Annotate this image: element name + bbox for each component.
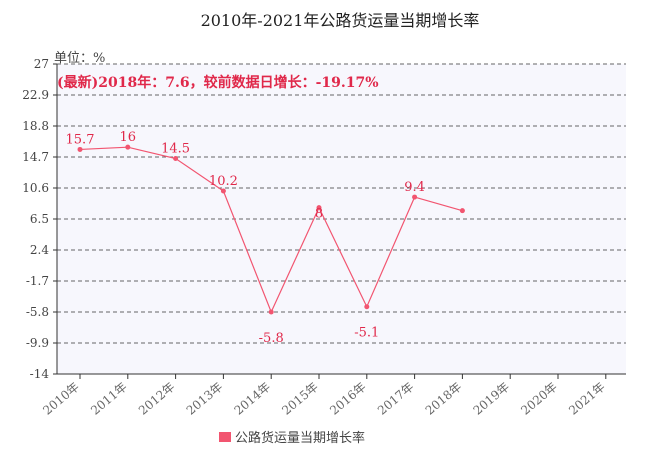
data-labels: 15.7 16 14.5 10.2 -5.8 8 -5.1 9.4 [66, 130, 425, 346]
data-label: 16 [120, 130, 137, 145]
y-tick-label: 14.7 [22, 150, 49, 164]
x-tick-label: 2019年 [471, 380, 513, 418]
x-tick-label: 2013年 [184, 380, 226, 418]
y-tick-label: 6.5 [30, 212, 49, 226]
data-point[interactable] [412, 194, 418, 200]
data-label: 15.7 [66, 132, 95, 147]
data-point[interactable] [77, 146, 83, 152]
x-tick-label: 2020年 [518, 380, 560, 418]
series-line [77, 144, 465, 315]
y-tick-label: -9.9 [26, 336, 49, 350]
unit-label: 单位：% [54, 51, 105, 66]
y-tick-label: 27 [34, 57, 49, 71]
x-tick-label: 2011年 [88, 380, 130, 418]
data-point[interactable] [459, 208, 465, 214]
data-label: 10.2 [209, 174, 238, 189]
x-tick-label: 2012年 [136, 380, 178, 418]
x-tick-label: 2010年 [40, 380, 82, 418]
data-label: -5.1 [354, 326, 379, 341]
data-point[interactable] [316, 205, 322, 211]
y-tick-label: -1.7 [26, 274, 49, 288]
data-label: -5.8 [259, 331, 284, 346]
x-tick-label: 2021年 [566, 380, 608, 418]
x-tick-label: 2018年 [423, 380, 465, 418]
x-tick-label: 2015年 [279, 380, 321, 418]
data-point[interactable] [268, 309, 274, 315]
data-point[interactable] [173, 156, 179, 162]
data-point[interactable] [220, 188, 226, 194]
y-tick-label: -14 [30, 367, 50, 381]
data-label: 14.5 [161, 142, 190, 157]
grid-lines [57, 63, 626, 344]
data-point[interactable] [364, 304, 370, 310]
y-tick-label: 2.4 [30, 243, 49, 257]
data-point[interactable] [125, 144, 131, 150]
y-tick-label: 10.6 [22, 181, 49, 195]
legend-label: 公路货运量当期增长率 [235, 430, 365, 446]
legend[interactable]: 公路货运量当期增长率 [219, 430, 365, 446]
x-tick-label: 2016年 [327, 380, 369, 418]
x-tick-label: 2014年 [232, 380, 274, 418]
y-tick-label: -5.8 [26, 305, 49, 319]
y-tick-label: 18.8 [22, 119, 49, 133]
y-tick-label: 22.9 [22, 88, 49, 102]
x-axis-ticks: 2010年 2011年 2012年 2013年 2014年 2015年 2016年 2017年… [40, 374, 608, 418]
legend-swatch [219, 432, 231, 442]
x-tick-label: 2017年 [375, 380, 417, 418]
y-axis-ticks: 27 22.9 18.8 14.7 10.6 6.5 2.4 -1.7 -5.8 -9.9 -14 [22, 57, 57, 381]
chart-title: 2010年-2021年公路货运量当期增长率 [201, 11, 480, 30]
latest-annotation: (最新)2018年：7.6，较前数据日增长：-19.17% [57, 74, 379, 91]
data-label: 9.4 [404, 180, 425, 195]
data-label: 8 [315, 207, 323, 222]
